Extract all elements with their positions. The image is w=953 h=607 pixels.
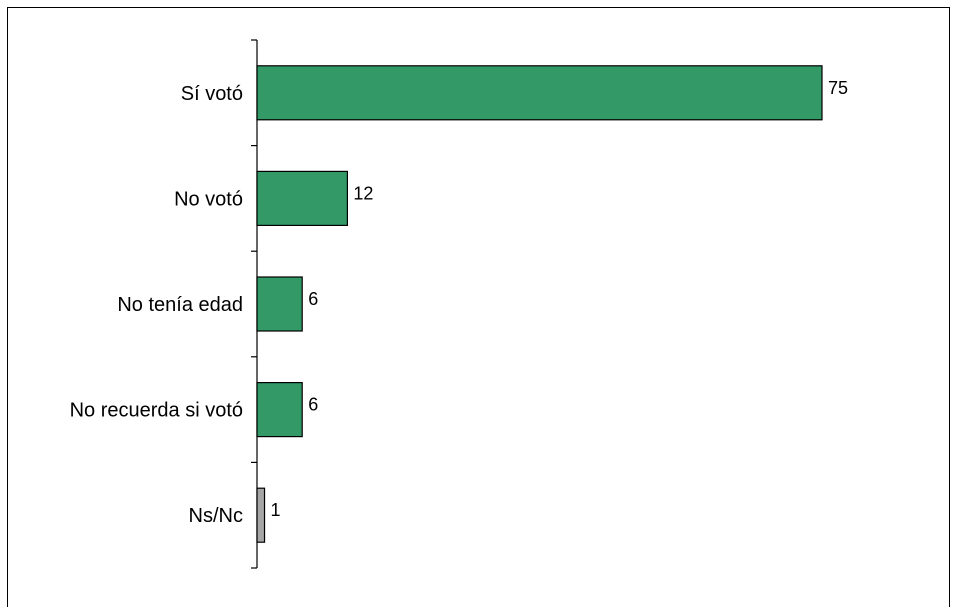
category-label: Ns/Nc	[189, 505, 243, 527]
bar-4	[256, 487, 266, 543]
category-label: Sí votó	[181, 83, 243, 105]
bar-1	[256, 170, 349, 226]
bar-2	[256, 276, 303, 332]
data-label: 6	[308, 395, 318, 415]
category-label: No recuerda si votó	[70, 400, 243, 422]
data-label: 6	[308, 289, 318, 309]
category-label: No votó	[174, 188, 243, 210]
data-label: 12	[353, 183, 373, 203]
data-label: 75	[828, 78, 848, 98]
bar-3	[256, 382, 303, 438]
bar-0	[256, 65, 823, 121]
data-label: 1	[271, 500, 281, 520]
category-label: No tenía edad	[117, 294, 243, 316]
